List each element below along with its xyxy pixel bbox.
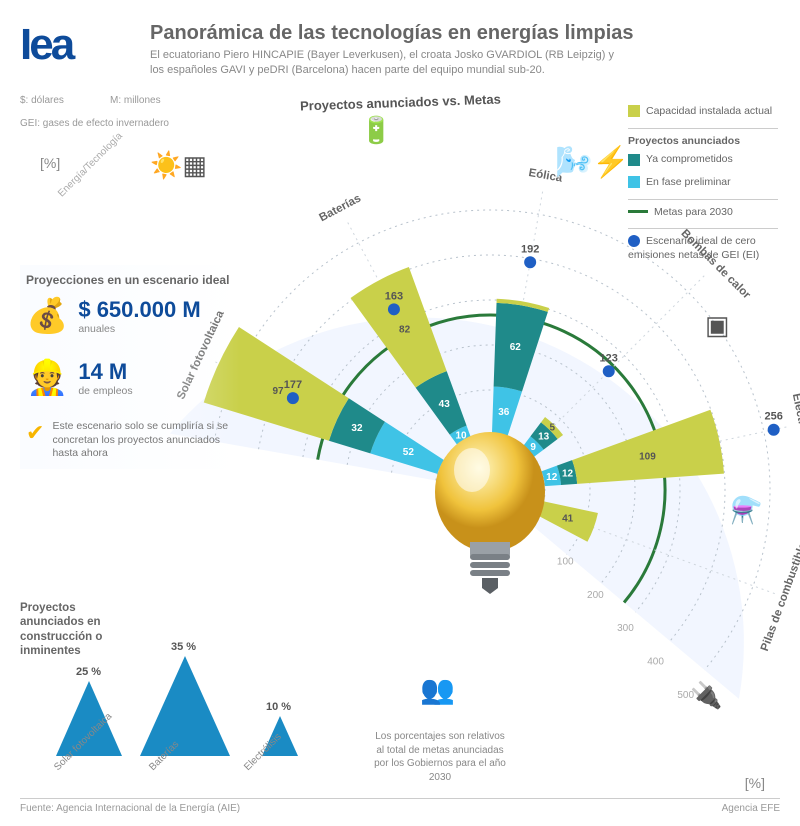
note-box: Los porcentajes son relativos al total d…	[370, 730, 510, 784]
people-icon: 👥	[420, 673, 455, 706]
jobs-icon: 👷	[26, 358, 68, 398]
footer: Fuente: Agencia Internacional de la Ener…	[20, 798, 780, 814]
triangle-1	[140, 656, 230, 756]
bulb-icon	[430, 430, 550, 600]
svg-text:52: 52	[403, 447, 415, 458]
projections-hd: Proyecciones en un escenario ideal	[26, 273, 234, 288]
triangle-value-2: 10 %	[266, 701, 291, 713]
projections-note: Este escenario solo se cumpliría si se c…	[52, 420, 234, 461]
svg-text:109: 109	[639, 452, 656, 463]
triangle-value-0: 25 %	[76, 666, 101, 678]
svg-text:256: 256	[764, 411, 782, 423]
triangle-value-1: 35 %	[171, 641, 196, 653]
svg-text:82: 82	[399, 324, 411, 335]
svg-text:Bombas de calor: Bombas de calor	[679, 227, 753, 301]
svg-text:123: 123	[600, 352, 618, 364]
svg-text:Baterías: Baterías	[317, 192, 363, 224]
triangles-hd: Proyectos anunciados en construcción o i…	[20, 601, 140, 659]
svg-text:5: 5	[549, 423, 555, 434]
jobs-sub: de empleos	[78, 385, 132, 397]
fuelcell-icon: 🔌	[690, 680, 722, 711]
svg-text:Pilas de combustible: Pilas de combustible	[759, 541, 800, 653]
svg-text:177: 177	[284, 379, 302, 391]
svg-text:400: 400	[647, 657, 664, 668]
electrolysis-icon: ⚗️	[730, 495, 762, 526]
svg-text:43: 43	[439, 399, 451, 410]
svg-text:41: 41	[562, 513, 574, 524]
triangles-block: Proyectos anunciados en construcción o i…	[20, 621, 340, 771]
svg-text:36: 36	[498, 407, 510, 418]
money-value: $ 650.000 M	[78, 297, 200, 323]
battery-icon: 🔋	[360, 115, 392, 146]
svg-text:32: 32	[351, 423, 363, 434]
svg-text:163: 163	[385, 290, 403, 302]
check-icon: ✔	[26, 420, 44, 461]
svg-text:62: 62	[510, 342, 522, 353]
svg-text:200: 200	[587, 590, 604, 601]
money-sub: anuales	[78, 323, 200, 335]
svg-text:Electrólisis: Electrólisis	[790, 392, 800, 455]
footer-left: Fuente: Agencia Internacional de la Ener…	[20, 803, 240, 814]
svg-text:97: 97	[272, 386, 284, 397]
svg-text:300: 300	[617, 623, 634, 634]
wind-icon: 🌬️⚡	[555, 145, 630, 180]
jobs-value: 14 M	[78, 359, 132, 385]
svg-text:100: 100	[557, 556, 574, 567]
svg-text:12: 12	[562, 469, 574, 480]
footer-right: Agencia EFE	[722, 803, 780, 814]
money-icon: 💰	[26, 296, 68, 336]
svg-text:192: 192	[521, 243, 539, 255]
solar-icon: ☀️▦	[150, 150, 207, 181]
heatpump-icon: ▣	[705, 310, 730, 341]
projections-block: Proyecciones en un escenario ideal 💰 $ 6…	[20, 265, 240, 469]
